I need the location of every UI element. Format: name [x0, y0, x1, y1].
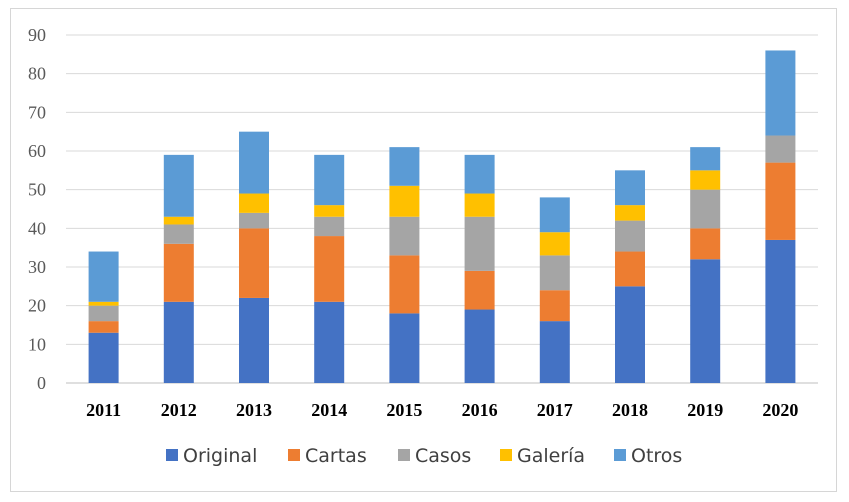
bar-casos-2015 — [389, 216, 420, 256]
bar-otros-2011 — [88, 251, 119, 302]
bar-galería-2013 — [239, 193, 269, 213]
legend-swatch-casos — [398, 449, 410, 461]
bar-otros-2020 — [765, 50, 796, 136]
x-tick-label: 2019 — [687, 400, 723, 420]
bar-casos-2017 — [539, 255, 570, 291]
legend: Original Cartas Casos Galería Otros — [166, 445, 682, 467]
bar-otros-2013 — [239, 131, 269, 194]
legend-label-galería: Galería — [517, 445, 585, 467]
bars — [88, 50, 796, 383]
bar-original-2020 — [765, 239, 796, 383]
y-tick-label: 80 — [28, 64, 46, 84]
y-axis-ticks: 0 10 20 30 40 50 60 70 80 90 — [28, 25, 46, 393]
y-tick-label: 20 — [28, 296, 46, 316]
bar-casos-2011 — [88, 305, 119, 322]
bar-cartas-2019 — [690, 228, 721, 260]
y-tick-label: 30 — [28, 257, 46, 277]
bar-otros-2015 — [389, 147, 420, 186]
bar-galería-2017 — [539, 232, 570, 256]
y-tick-label: 60 — [28, 141, 46, 161]
bar-cartas-2016 — [464, 270, 495, 310]
bar-original-2011 — [88, 332, 119, 383]
legend-swatch-galería — [500, 449, 512, 461]
y-tick-label: 40 — [28, 218, 46, 238]
bar-cartas-2018 — [615, 251, 645, 287]
x-tick-label: 2013 — [236, 400, 272, 420]
bar-original-2014 — [314, 301, 345, 383]
x-tick-label: 2016 — [462, 400, 498, 420]
legend-label-casos: Casos — [415, 445, 471, 467]
y-tick-label: 50 — [28, 180, 46, 200]
y-tick-label: 10 — [28, 334, 46, 354]
bar-galería-2019 — [690, 170, 721, 190]
bar-otros-2014 — [314, 154, 345, 206]
bar-otros-2017 — [539, 197, 570, 233]
bar-original-2013 — [239, 297, 269, 383]
bar-casos-2018 — [615, 220, 645, 252]
bar-original-2017 — [539, 321, 570, 383]
legend-label-original: Original — [183, 445, 257, 467]
x-tick-label: 2014 — [311, 400, 347, 420]
bar-casos-2014 — [314, 216, 345, 237]
bar-casos-2012 — [163, 224, 194, 244]
bar-original-2019 — [690, 259, 721, 383]
bar-cartas-2017 — [539, 290, 570, 322]
bar-galería-2018 — [615, 205, 645, 221]
x-axis-ticks: 2011 2012 2013 2014 2015 2016 2017 2018 2019 2020 — [86, 400, 798, 420]
y-tick-label: 0 — [37, 373, 46, 393]
bar-otros-2016 — [464, 154, 495, 194]
x-tick-label: 2015 — [386, 400, 422, 420]
bar-original-2018 — [615, 286, 645, 383]
x-tick-label: 2012 — [161, 400, 197, 420]
y-tick-label: 70 — [28, 102, 46, 122]
bar-cartas-2011 — [88, 321, 119, 333]
bar-galería-2011 — [88, 301, 119, 306]
y-tick-label: 90 — [28, 25, 46, 45]
bar-original-2015 — [389, 313, 420, 383]
x-tick-label: 2011 — [86, 400, 121, 420]
x-tick-label: 2018 — [612, 400, 648, 420]
legend-label-cartas: Cartas — [305, 445, 367, 467]
bar-cartas-2020 — [765, 162, 796, 240]
legend-swatch-original — [166, 449, 178, 461]
x-tick-label: 2020 — [762, 400, 798, 420]
legend-swatch-cartas — [288, 449, 300, 461]
bar-otros-2012 — [163, 154, 194, 217]
bar-cartas-2012 — [163, 243, 194, 302]
bar-galería-2012 — [163, 216, 194, 225]
bar-cartas-2015 — [389, 255, 420, 314]
bar-galería-2016 — [464, 193, 495, 217]
bar-casos-2016 — [464, 216, 495, 271]
bar-cartas-2014 — [314, 236, 345, 302]
bar-cartas-2013 — [239, 228, 269, 298]
bar-casos-2019 — [690, 189, 721, 229]
x-tick-label: 2017 — [537, 400, 573, 420]
bar-galería-2014 — [314, 205, 345, 217]
bar-original-2016 — [464, 309, 495, 383]
legend-swatch-otros — [614, 449, 626, 461]
legend-label-otros: Otros — [631, 445, 682, 467]
bar-casos-2020 — [765, 135, 796, 163]
bar-otros-2019 — [690, 147, 721, 171]
bar-galería-2015 — [389, 185, 420, 217]
bar-casos-2013 — [239, 212, 269, 229]
bar-otros-2018 — [615, 170, 645, 206]
bar-original-2012 — [163, 301, 194, 383]
